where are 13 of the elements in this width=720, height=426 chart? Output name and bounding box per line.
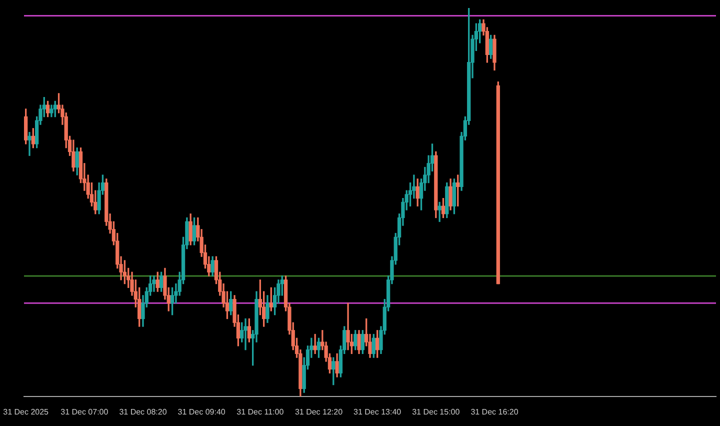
candlestick (313, 334, 317, 354)
candlestick (244, 318, 248, 350)
x-tick-label: 31 Dec 13:40 (354, 407, 402, 416)
x-tick-label: 31 Dec 2025 (3, 407, 50, 416)
x-tick-label: 31 Dec 12:20 (294, 407, 344, 416)
x-tick-label: 31 Dec 15:00 (412, 407, 460, 416)
x-tick-label: 31 Dec 16:20 (470, 407, 519, 416)
x-tick-label: 31 Dec 11:00 (236, 407, 284, 416)
candlestick (28, 132, 32, 156)
x-tick-label: 31 Dec 08:20 (119, 407, 168, 416)
x-tick-label: 31 Dec 09:40 (178, 407, 226, 416)
x-tick-label: 31 Dec 07:00 (60, 407, 109, 416)
candlestick (438, 202, 442, 222)
